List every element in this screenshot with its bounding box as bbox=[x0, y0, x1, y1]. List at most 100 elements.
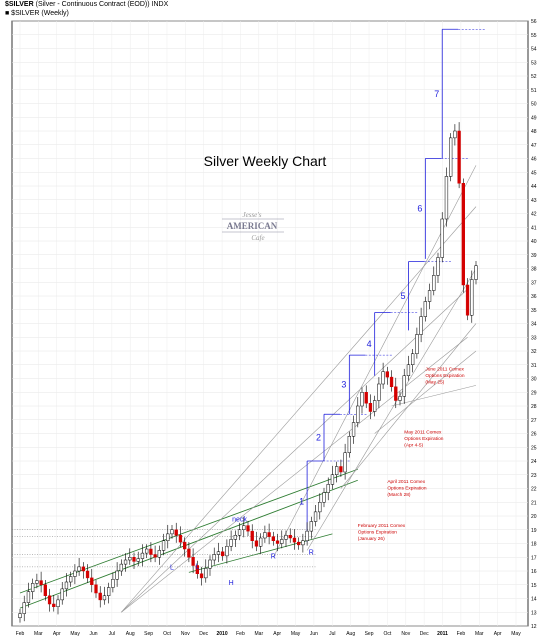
y-tick-label: 18 bbox=[531, 542, 537, 548]
expiration-annotation: February 2011 Comex bbox=[358, 523, 406, 529]
x-tick-label: Nov bbox=[401, 631, 410, 637]
wave-label: 6 bbox=[417, 204, 422, 214]
candle-body bbox=[250, 530, 254, 541]
candle-body bbox=[423, 301, 427, 317]
y-tick-label: 37 bbox=[531, 280, 537, 286]
candle-body bbox=[444, 176, 449, 220]
candle-body bbox=[111, 579, 115, 588]
candle-body bbox=[246, 525, 250, 532]
x-tick-label: Feb bbox=[16, 631, 25, 637]
candle-body bbox=[297, 541, 301, 546]
candle-body bbox=[119, 563, 123, 572]
candle-body bbox=[419, 316, 423, 335]
candle-body bbox=[216, 551, 221, 555]
candle-body bbox=[81, 566, 85, 572]
y-tick-label: 52 bbox=[531, 74, 537, 80]
x-tick-label: Aug bbox=[126, 631, 135, 637]
y-tick-label: 42 bbox=[531, 212, 537, 218]
candle-body bbox=[470, 279, 474, 316]
expiration-annotation: June 2011 Comex bbox=[425, 366, 464, 372]
candle-body bbox=[229, 539, 233, 547]
y-tick-label: 12 bbox=[531, 624, 537, 630]
x-tick-label: Oct bbox=[163, 631, 171, 637]
candle-body bbox=[140, 552, 145, 559]
expiration-annotation: (May 25) bbox=[425, 379, 444, 385]
pattern-label: neck bbox=[232, 517, 247, 524]
fan-line bbox=[121, 337, 468, 613]
candle-body bbox=[330, 474, 335, 485]
candle-body bbox=[313, 511, 318, 522]
candle-body bbox=[347, 436, 351, 453]
x-tick-label: May bbox=[511, 631, 521, 637]
candle-body bbox=[60, 588, 64, 601]
candle-body bbox=[183, 541, 187, 550]
logo-text: Jesse's bbox=[243, 211, 262, 219]
y-tick-label: 44 bbox=[531, 184, 537, 190]
candle-body bbox=[102, 595, 107, 601]
fan-line bbox=[374, 350, 477, 434]
candle-body bbox=[440, 218, 444, 258]
x-tick-label: Feb bbox=[236, 631, 245, 637]
y-tick-label: 25 bbox=[531, 445, 537, 451]
candle-body bbox=[153, 554, 157, 558]
candle-body bbox=[436, 257, 440, 276]
candle-body bbox=[377, 383, 381, 401]
candle-body bbox=[212, 554, 216, 561]
x-tick-label: Nov bbox=[181, 631, 190, 637]
candle-body bbox=[145, 548, 149, 554]
candle-body bbox=[204, 568, 208, 579]
candle-body bbox=[415, 334, 419, 354]
wave-label: 2 bbox=[316, 433, 321, 443]
y-tick-label: 26 bbox=[531, 432, 537, 438]
x-tick-label: Jul bbox=[109, 631, 115, 637]
y-tick-label: 30 bbox=[531, 377, 537, 383]
candle-body bbox=[280, 539, 284, 544]
candle-body bbox=[360, 392, 364, 407]
candle-body bbox=[411, 353, 415, 365]
y-tick-label: 27 bbox=[531, 418, 537, 424]
candle-body bbox=[128, 557, 132, 561]
candle-body bbox=[461, 183, 465, 286]
candle-body bbox=[221, 551, 225, 557]
expiration-annotation: (March 28) bbox=[387, 492, 411, 498]
y-tick-label: 41 bbox=[531, 225, 537, 231]
candle-body bbox=[373, 400, 377, 412]
y-tick-label: 29 bbox=[531, 390, 537, 396]
candle-body bbox=[31, 583, 35, 592]
fan-line bbox=[306, 268, 477, 551]
candle-body bbox=[123, 559, 128, 565]
chart-title: Silver Weekly Chart bbox=[204, 153, 327, 169]
candle-body bbox=[385, 371, 389, 378]
candle-body bbox=[157, 550, 161, 558]
wave-label: 7 bbox=[434, 89, 439, 99]
x-tick-label: Oct bbox=[384, 631, 392, 637]
candle-body bbox=[22, 602, 26, 614]
y-tick-label: 19 bbox=[531, 528, 537, 534]
candle-body bbox=[351, 422, 356, 437]
candle-body bbox=[166, 533, 170, 541]
x-tick-label: Sep bbox=[144, 631, 153, 637]
candle-body bbox=[394, 386, 398, 401]
x-tick-label: Apr bbox=[273, 631, 281, 637]
pattern-label: L bbox=[195, 563, 199, 570]
candle-body bbox=[191, 557, 195, 566]
x-tick-label: Apr bbox=[53, 631, 61, 637]
pattern-label: H bbox=[229, 580, 234, 587]
expiration-annotation: Options Expiration bbox=[358, 530, 398, 536]
candle-body bbox=[326, 484, 330, 493]
y-tick-label: 55 bbox=[531, 33, 537, 39]
y-tick-label: 23 bbox=[531, 473, 537, 479]
fan-line bbox=[121, 288, 468, 613]
candle-body bbox=[39, 580, 43, 585]
y-tick-label: 53 bbox=[531, 60, 537, 66]
candle-body bbox=[322, 492, 326, 503]
y-tick-label: 21 bbox=[531, 500, 537, 506]
candle-body bbox=[267, 532, 271, 537]
candle-body bbox=[242, 525, 246, 530]
candle-body bbox=[275, 540, 280, 544]
y-tick-label: 14 bbox=[531, 597, 537, 603]
candle-body bbox=[85, 570, 90, 579]
y-tick-label: 51 bbox=[531, 88, 537, 94]
candle-body bbox=[309, 521, 313, 532]
candle-body bbox=[161, 540, 166, 551]
